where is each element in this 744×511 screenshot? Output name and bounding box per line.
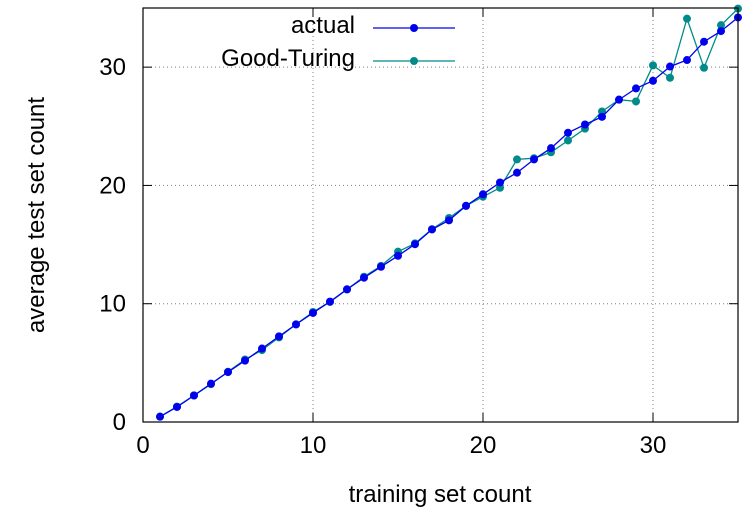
legend-marker-actual (410, 24, 418, 32)
x-tick-label: 0 (136, 432, 149, 459)
y-axis-label: average test set count (23, 97, 50, 333)
data-point-actual (615, 95, 623, 104)
series-actual (156, 13, 742, 421)
plot-frame (142, 7, 739, 423)
data-point-good-turing (700, 63, 708, 72)
ticks: 0 10 20 30 0 10 20 30 (99, 8, 738, 459)
data-point-actual (292, 320, 300, 329)
data-point-actual (258, 344, 266, 353)
data-point-actual (207, 379, 215, 388)
data-point-good-turing (564, 136, 572, 145)
data-point-good-turing (513, 155, 521, 164)
data-point-actual (649, 76, 657, 85)
data-point-good-turing (666, 73, 674, 82)
y-tick-label: 0 (113, 409, 126, 436)
data-point-actual (496, 178, 504, 187)
data-point-actual (343, 285, 351, 294)
data-point-actual (224, 368, 232, 377)
data-point-actual (173, 402, 181, 411)
y-tick-label: 30 (99, 54, 126, 81)
legend-label-actual: actual (291, 12, 355, 39)
data-point-actual (190, 391, 198, 400)
data-point-actual (479, 190, 487, 199)
x-tick-label: 30 (640, 432, 667, 459)
data-point-actual (411, 240, 419, 249)
data-point-actual (683, 56, 691, 65)
data-point-actual (275, 332, 283, 341)
data-point-actual (564, 128, 572, 137)
data-point-actual (581, 120, 589, 129)
data-point-actual (326, 297, 334, 306)
data-point-actual (377, 262, 385, 271)
data-point-good-turing (717, 21, 725, 30)
data-point-actual (428, 225, 436, 234)
data-point-actual (598, 112, 606, 121)
y-tick-label: 10 (99, 291, 126, 318)
x-tick-label: 10 (300, 432, 327, 459)
data-point-good-turing (632, 97, 640, 106)
data-point-actual (632, 84, 640, 93)
legend-marker-good-turing (410, 57, 418, 65)
data-point-good-turing (649, 61, 657, 70)
x-axis-label: training set count (349, 481, 532, 508)
legend: actual Good-Turing (221, 12, 455, 72)
data-point-actual (513, 168, 521, 177)
data-point-actual (309, 308, 317, 317)
data-point-actual (700, 37, 708, 46)
data-point-actual (530, 155, 538, 164)
data-point-actual (717, 27, 725, 36)
data-point-good-turing (683, 14, 691, 23)
data-point-actual (666, 62, 674, 71)
data-point-actual (241, 356, 249, 365)
data-point-actual (394, 251, 402, 260)
data-point-actual (360, 273, 368, 282)
data-point-actual (547, 144, 555, 153)
data-point-actual (462, 201, 470, 210)
data-point-actual (156, 412, 164, 421)
data-point-actual (445, 216, 453, 225)
legend-label-good-turing: Good-Turing (221, 45, 355, 72)
x-tick-label: 20 (470, 432, 497, 459)
y-tick-label: 20 (99, 172, 126, 199)
